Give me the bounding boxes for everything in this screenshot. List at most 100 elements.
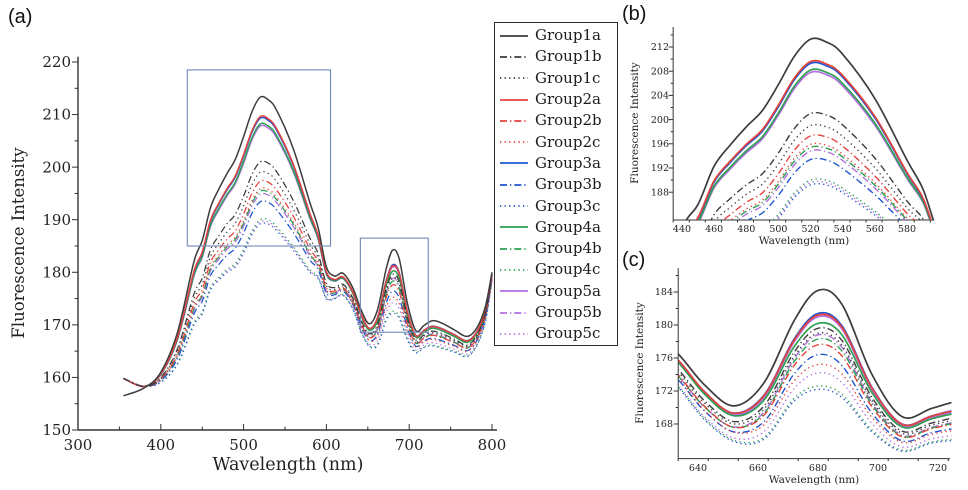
legend-label: Group3b	[535, 175, 602, 194]
svg-text:180: 180	[42, 263, 71, 281]
zoom-region-box-1	[186, 69, 332, 247]
legend-line-sample	[500, 56, 528, 58]
legend-item-group2b: Group2b	[499, 110, 617, 131]
svg-text:660: 660	[749, 463, 767, 474]
svg-text:180: 180	[655, 320, 673, 331]
legend-line-sample	[500, 205, 528, 207]
svg-text:640: 640	[689, 463, 707, 474]
curves-c	[678, 288, 952, 453]
legend-item-group5c: Group5c	[499, 323, 617, 344]
svg-text:Fluorescence Intensity: Fluorescence Intensity	[629, 62, 641, 184]
axis-titles-c: Wavelength (nm) Fluorescence Intensity	[634, 302, 859, 486]
curve-group4a	[123, 122, 493, 388]
curves-a	[123, 95, 493, 397]
legend-line-sample	[500, 247, 528, 250]
legend-label: Group1a	[535, 26, 601, 45]
svg-text:700: 700	[395, 436, 424, 454]
legend-label: Group2c	[535, 132, 601, 151]
curve-group2a	[678, 313, 952, 427]
curve-group1b	[710, 111, 925, 220]
svg-text:Wavelength (nm): Wavelength (nm)	[759, 235, 850, 247]
curve-group3a	[678, 311, 952, 426]
curve-group5a	[123, 124, 493, 388]
curve-group2b	[123, 179, 493, 388]
svg-text:188: 188	[651, 187, 669, 198]
curve-group1c	[123, 170, 493, 388]
svg-text:200: 200	[651, 115, 669, 126]
svg-text:160: 160	[42, 369, 71, 387]
svg-text:500: 500	[769, 224, 787, 235]
legend-item-group3c: Group3c	[499, 195, 617, 216]
legend-box: Group1a Group1b Group1c Group2a Group2b Group…	[494, 22, 618, 346]
svg-text:204: 204	[651, 91, 669, 102]
legend-item-group1b: Group1b	[499, 46, 617, 67]
legend-item-group5b: Group5b	[499, 302, 617, 323]
svg-text:220: 220	[42, 53, 71, 71]
legend-item-group4b: Group4b	[499, 238, 617, 259]
legend-item-group3a: Group3a	[499, 153, 617, 174]
curve-group2a	[695, 59, 932, 220]
svg-text:560: 560	[866, 224, 884, 235]
svg-text:460: 460	[705, 224, 723, 235]
svg-text:196: 196	[651, 139, 669, 150]
curves-b	[685, 37, 935, 220]
svg-text:680: 680	[809, 463, 827, 474]
svg-text:212: 212	[651, 42, 669, 53]
legend-line-sample	[500, 141, 528, 143]
ticks-a	[72, 61, 493, 431]
svg-text:210: 210	[42, 106, 71, 124]
legend-label: Group1b	[535, 47, 602, 66]
curve-group3c	[123, 222, 493, 388]
legend-label: Group1c	[535, 68, 601, 87]
legend-line-sample	[500, 162, 528, 165]
legend-item-group2c: Group2c	[499, 131, 617, 152]
svg-text:600: 600	[312, 436, 341, 454]
svg-text:720: 720	[929, 463, 947, 474]
legend-line-sample	[500, 34, 528, 37]
curve-group3b	[123, 200, 493, 388]
curve-group1a	[123, 95, 493, 397]
svg-text:150: 150	[42, 421, 71, 439]
curve-group1a	[685, 37, 935, 220]
legend-label: Group5a	[535, 281, 601, 300]
legend-line-sample	[500, 332, 528, 335]
legend-line-sample	[500, 98, 528, 101]
ticks-b	[668, 34, 931, 223]
svg-text:580: 580	[898, 224, 916, 235]
legend-item-group2a: Group2a	[499, 89, 617, 110]
legend-line-sample	[500, 183, 528, 186]
svg-text:200: 200	[42, 158, 71, 176]
legend-label: Group3c	[535, 196, 601, 215]
svg-text:176: 176	[655, 353, 673, 364]
curve-group4c	[123, 218, 493, 388]
legend-line-sample	[500, 311, 528, 314]
svg-text:300: 300	[64, 436, 93, 454]
legend-line-sample	[500, 269, 528, 271]
curve-group2c	[123, 187, 493, 388]
svg-text:192: 192	[651, 163, 669, 174]
svg-text:540: 540	[834, 224, 852, 235]
curve-group5b	[123, 192, 493, 388]
panel-a: 300 400 500 600 700 800 150 160 170 180 190 200 210 2…	[9, 53, 506, 475]
legend-label: Group4b	[535, 239, 602, 258]
legend-label: Group3a	[535, 153, 601, 172]
panel-c-label: (c)	[622, 249, 646, 271]
svg-text:440: 440	[673, 224, 691, 235]
panel-c: 640 660 680 700 720 168 172 176 180 184 Wavelength…	[634, 268, 952, 486]
panel-b: 440 460 480 500 520 540 560 580 188 192 196 200 204 2…	[629, 27, 935, 247]
axes-c	[677, 268, 950, 460]
curve-group1b	[123, 160, 493, 388]
curve-group1a	[678, 288, 952, 419]
ticks-c	[673, 275, 949, 462]
svg-text:400: 400	[146, 436, 175, 454]
legend-line-sample	[500, 77, 528, 80]
svg-text:168: 168	[655, 419, 673, 430]
legend-item-group1c: Group1c	[499, 68, 617, 89]
svg-text:Wavelength (nm): Wavelength (nm)	[213, 455, 364, 475]
legend-label: Group2a	[535, 90, 601, 109]
svg-text:800: 800	[478, 436, 507, 454]
legend-label: Group5c	[535, 324, 601, 343]
svg-text:Fluorescence Intensity: Fluorescence Intensity	[9, 147, 28, 339]
